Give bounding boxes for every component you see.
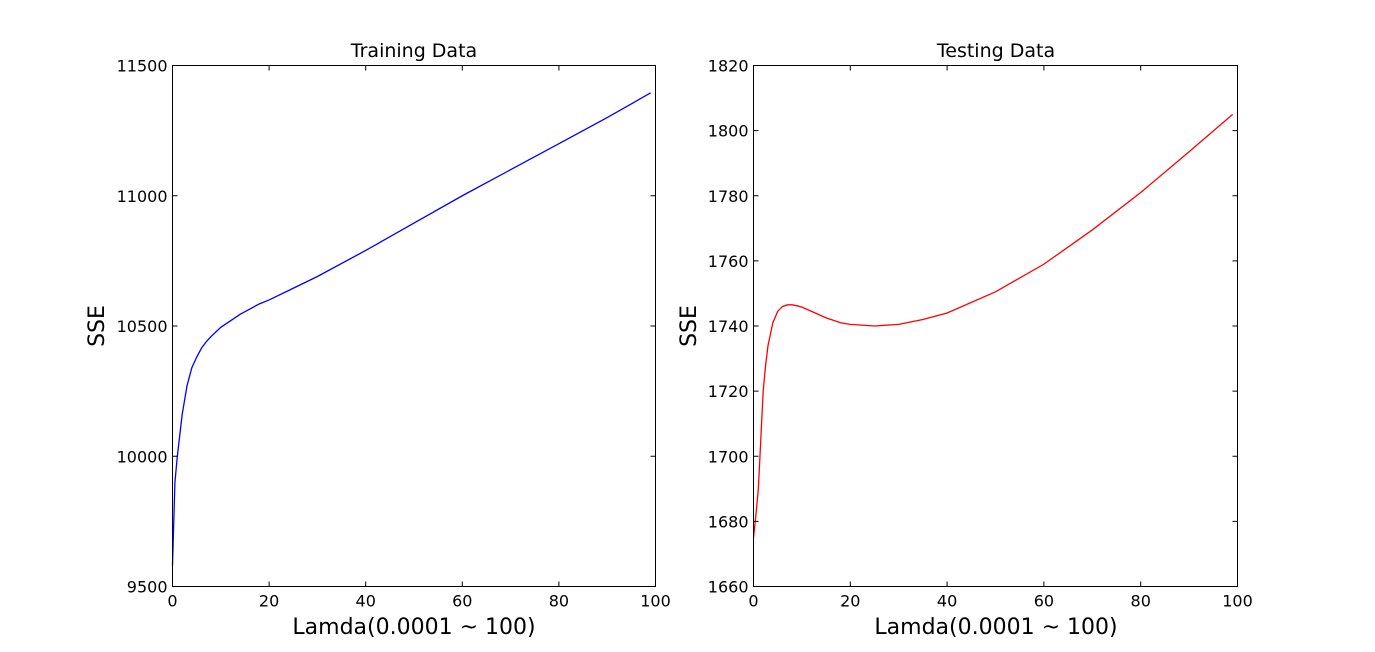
training-title: Training Data: [350, 40, 477, 62]
training-ticks: 0 20 40 60 80 100 9500 10000 10500 11000 11500: [117, 57, 671, 611]
testing-plot-frame: [753, 65, 1238, 587]
training-xtick-label: 100: [640, 592, 671, 611]
training-ylabel: SSE: [85, 305, 110, 347]
training-xtick-label: 0: [167, 592, 177, 611]
training-ytick-label: 10000: [117, 447, 168, 466]
testing-ytick-label: 1800: [708, 122, 749, 141]
testing-sse-line: [752, 113, 1234, 538]
testing-panel: Testing Data Lamda(0.0001 ~ 100) SSE 0 20…: [677, 40, 1253, 640]
training-ytick-label: 11000: [117, 187, 168, 206]
testing-xtick-label: 40: [937, 592, 957, 611]
training-ytick-label: 9500: [127, 578, 168, 597]
testing-ylabel: SSE: [677, 305, 702, 347]
testing-ytick-label: 1740: [708, 317, 749, 336]
testing-ytick-label: 1820: [708, 57, 749, 76]
testing-xtick-label: 0: [748, 592, 758, 611]
testing-xtick-label: 20: [840, 592, 860, 611]
testing-ytick-label: 1780: [708, 187, 749, 206]
training-xtick-label: 80: [549, 592, 569, 611]
testing-ytick-label: 1700: [708, 447, 749, 466]
training-xtick-label: 20: [259, 592, 279, 611]
training-xlabel: Lamda(0.0001 ~ 100): [292, 615, 535, 640]
training-ytick-label: 11500: [117, 57, 168, 76]
testing-ytick-label: 1720: [708, 382, 749, 401]
training-panel: Training Data Lamda(0.0001 ~ 100) SSE 0 2…: [85, 40, 671, 640]
training-plot-frame: [172, 65, 656, 587]
testing-ticks: 0 20 40 60 80 100 1660 1680 1700 1720 1740 1760 1780…: [708, 57, 1253, 611]
training-xtick-label: 60: [452, 592, 472, 611]
testing-title: Testing Data: [936, 40, 1055, 62]
training-xtick-label: 40: [356, 592, 376, 611]
testing-ytick-label: 1660: [708, 578, 749, 597]
testing-xtick-label: 100: [1222, 592, 1253, 611]
testing-xtick-label: 80: [1131, 592, 1151, 611]
training-sse-line: [171, 92, 651, 566]
testing-ytick-label: 1680: [708, 512, 749, 531]
training-ytick-label: 10500: [117, 317, 168, 336]
testing-xlabel: Lamda(0.0001 ~ 100): [874, 615, 1117, 640]
testing-ytick-label: 1760: [708, 252, 749, 271]
testing-xtick-label: 60: [1034, 592, 1054, 611]
